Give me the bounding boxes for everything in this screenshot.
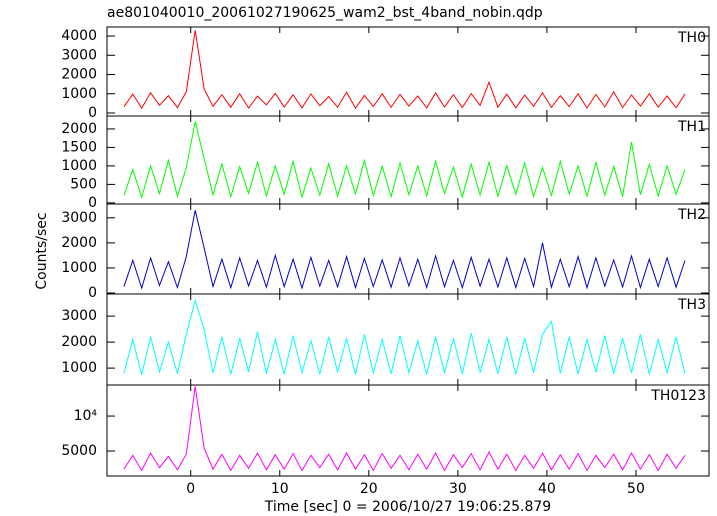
- panel-label: TH0123: [650, 388, 706, 404]
- panel-label: TH3: [677, 297, 706, 313]
- y-tick-label: 1000: [61, 260, 97, 276]
- x-tick-label: 0: [186, 481, 195, 497]
- y-tick-label: 1500: [61, 139, 97, 155]
- x-axis-label: Time [sec] 0 = 2006/10/27 19:06:25.879: [264, 499, 551, 515]
- x-tick-label: 30: [449, 481, 467, 497]
- x-tick-label: 40: [538, 481, 556, 497]
- panel-frame: [106, 384, 710, 477]
- y-tick-label: 2000: [61, 235, 97, 251]
- y-tick-label: 3000: [61, 308, 97, 324]
- chart-title: ae801040010_20061027190625_wam2_bst_4ban…: [107, 5, 543, 21]
- y-tick-label: 4000: [61, 28, 97, 44]
- x-tick-label: 10: [271, 481, 289, 497]
- light-curve: [123, 30, 686, 110]
- light-curve: [123, 210, 686, 290]
- light-curve: [123, 298, 686, 375]
- y-tick-label: 2000: [61, 334, 97, 350]
- y-tick-label: 1000: [61, 158, 97, 174]
- y-tick-label: 3000: [61, 210, 97, 226]
- y-tick-label: 0: [88, 105, 97, 121]
- y-tick-label: 5000: [61, 443, 97, 459]
- panel-frame: [106, 26, 710, 117]
- y-tick-label: 2000: [61, 121, 97, 137]
- x-tick-label: 50: [627, 481, 645, 497]
- y-tick-label: 0: [88, 285, 97, 301]
- panel-label: TH2: [677, 207, 706, 223]
- y-axis-label: Counts/sec: [34, 212, 50, 289]
- y-tick-label: 1000: [61, 360, 97, 376]
- y-tick-label: 10⁴: [74, 408, 98, 424]
- light-curve: [123, 121, 686, 200]
- panel-label: TH0: [677, 30, 706, 46]
- y-tick-label: 1000: [61, 86, 97, 102]
- y-tick-label: 3000: [61, 47, 97, 63]
- light-curve: [123, 386, 686, 472]
- x-tick-label: 20: [360, 481, 378, 497]
- y-tick-label: 500: [70, 176, 97, 192]
- panel-label: TH1: [677, 119, 706, 135]
- y-tick-label: 0: [88, 195, 97, 211]
- y-tick-label: 2000: [61, 67, 97, 83]
